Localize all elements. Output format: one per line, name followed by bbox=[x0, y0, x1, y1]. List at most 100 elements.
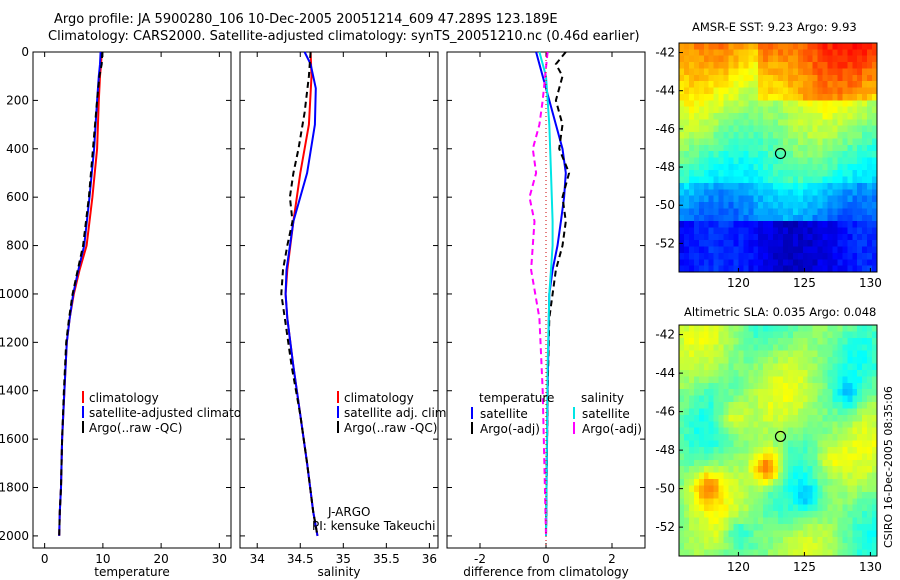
map-cell bbox=[738, 440, 744, 448]
map-cell bbox=[698, 68, 705, 76]
map-cell bbox=[723, 170, 730, 178]
map-cell bbox=[748, 55, 754, 63]
map-cell bbox=[842, 43, 848, 50]
map-cell bbox=[862, 395, 868, 403]
map-cell bbox=[787, 202, 794, 209]
map-cell bbox=[693, 132, 700, 140]
map-cell bbox=[797, 233, 804, 241]
map-cell bbox=[842, 208, 848, 216]
map-cell bbox=[763, 446, 769, 454]
map-cell bbox=[703, 331, 710, 339]
map-cell bbox=[872, 49, 878, 57]
map-cell bbox=[733, 119, 739, 127]
map-cell bbox=[802, 382, 809, 390]
map-cell bbox=[728, 382, 735, 390]
map-cell bbox=[723, 408, 730, 416]
map-cell bbox=[683, 498, 690, 506]
map-cell bbox=[703, 195, 710, 203]
map-cell bbox=[748, 87, 754, 95]
map-cell bbox=[778, 55, 784, 63]
map-cell bbox=[787, 395, 794, 403]
map-cells bbox=[679, 325, 878, 557]
map-cell bbox=[832, 530, 838, 538]
map-cell bbox=[782, 491, 789, 499]
map-cell bbox=[812, 337, 819, 345]
map-cell bbox=[857, 227, 863, 235]
map-cell bbox=[708, 112, 715, 120]
map-cell bbox=[768, 189, 774, 197]
map-cell bbox=[812, 350, 819, 358]
map-cell bbox=[778, 523, 784, 531]
map-cell bbox=[812, 530, 819, 538]
map-cell bbox=[817, 472, 824, 480]
map-cell bbox=[683, 382, 690, 390]
map-cell bbox=[807, 466, 814, 474]
map-cell bbox=[679, 195, 685, 203]
map-cell bbox=[708, 472, 715, 480]
map-cell bbox=[723, 491, 730, 499]
map-cell bbox=[758, 421, 764, 429]
map-cell bbox=[812, 395, 819, 403]
map-cell bbox=[753, 182, 759, 190]
map-cell bbox=[768, 344, 774, 352]
map-cell bbox=[872, 382, 878, 390]
map-cell bbox=[708, 350, 715, 358]
map-cell bbox=[733, 176, 739, 184]
map-cell bbox=[778, 337, 784, 345]
map-cell bbox=[698, 195, 705, 203]
map-cell bbox=[713, 189, 720, 197]
series-line-1 bbox=[545, 51, 571, 536]
map-cell bbox=[852, 151, 858, 159]
map-cell bbox=[782, 202, 789, 209]
map-cell bbox=[847, 536, 853, 544]
map-cell bbox=[812, 100, 819, 108]
map-cell bbox=[862, 523, 868, 531]
map-cell bbox=[688, 459, 695, 467]
map-cell bbox=[698, 491, 705, 499]
map-cell bbox=[768, 265, 774, 273]
map-cell bbox=[733, 369, 739, 377]
map-cell bbox=[817, 138, 824, 146]
y-tick-label: 200 bbox=[6, 93, 29, 107]
map-cell bbox=[768, 472, 774, 480]
map-cell bbox=[852, 389, 858, 397]
map-cell bbox=[679, 395, 685, 403]
map-cell bbox=[842, 227, 848, 235]
map-cell bbox=[679, 376, 685, 384]
map-cell bbox=[753, 337, 759, 345]
map-cell bbox=[787, 195, 794, 203]
map-cell bbox=[763, 491, 769, 499]
map-cell bbox=[842, 395, 848, 403]
map-cell bbox=[773, 246, 779, 254]
map-cell bbox=[832, 202, 838, 209]
map-cell bbox=[688, 252, 695, 260]
map-cell bbox=[703, 408, 710, 416]
map-cell bbox=[778, 440, 784, 448]
map-cell bbox=[817, 325, 824, 333]
map-cell bbox=[773, 43, 779, 50]
map-cell bbox=[718, 350, 725, 358]
map-cell bbox=[758, 414, 764, 422]
map-cell bbox=[787, 87, 794, 95]
map-cell bbox=[708, 189, 715, 197]
map-cell bbox=[867, 265, 873, 273]
map-cell bbox=[733, 357, 739, 365]
map-cell bbox=[857, 132, 863, 140]
map-cell bbox=[802, 265, 809, 273]
map-cell bbox=[718, 68, 725, 76]
map-cell bbox=[718, 240, 725, 248]
map-cell bbox=[688, 434, 695, 442]
map-cell bbox=[698, 440, 705, 448]
map-cell bbox=[797, 511, 804, 519]
map-cell bbox=[708, 163, 715, 171]
map-cell bbox=[758, 331, 764, 339]
map-cell bbox=[787, 221, 794, 229]
map-cell bbox=[758, 163, 764, 171]
map-cell bbox=[782, 112, 789, 120]
map-cell bbox=[773, 504, 779, 512]
map-cell bbox=[832, 62, 838, 70]
map-cell bbox=[703, 434, 710, 442]
map-cell bbox=[703, 132, 710, 140]
map-cell bbox=[758, 369, 764, 377]
map-cell bbox=[787, 252, 794, 260]
